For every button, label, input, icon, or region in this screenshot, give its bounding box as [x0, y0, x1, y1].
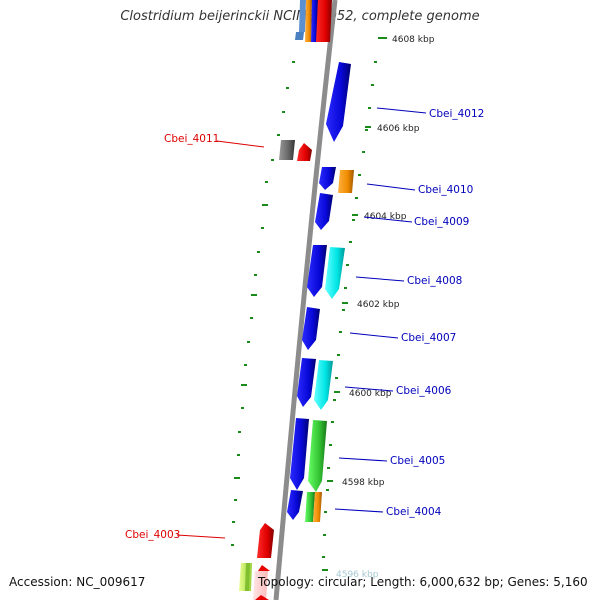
gene-label-cbei-4006[interactable]: Cbei_4006	[396, 385, 452, 397]
tick-label-4598: 4598 kbp	[342, 478, 385, 488]
leader-line-cbei-4012	[376, 107, 427, 114]
leader-line-cbei-4007	[349, 332, 399, 339]
gene-arrow-cbei-4005[interactable]	[290, 418, 327, 492]
leader-line-cbei-4011	[216, 140, 265, 148]
genome-backbone	[273, 0, 338, 600]
leader-line-cbei-4005	[338, 457, 388, 462]
gene-label-cbei-4011[interactable]: Cbei_4011	[164, 133, 219, 145]
gene-arrow-cbei-4004[interactable]	[287, 490, 322, 522]
gene-arrow-cbei-4009[interactable]	[315, 193, 333, 230]
gene-arrow-cbei-4008[interactable]	[307, 245, 345, 299]
gene-label-cbei-4005[interactable]: Cbei_4005	[390, 455, 445, 467]
accession-text: Accession: NC_009617	[9, 575, 146, 589]
gene-label-cbei-4007[interactable]: Cbei_4007	[401, 332, 456, 344]
gene-arrow-cbei-4006[interactable]	[297, 358, 333, 410]
leader-line-cbei-4009	[363, 216, 413, 223]
gene-arrow-cbei-4012[interactable]	[326, 62, 351, 142]
leader-line-cbei-4006	[344, 386, 394, 392]
gene-arrow-cbei-4010[interactable]	[319, 167, 354, 193]
gene-label-cbei-4004[interactable]: Cbei_4004	[386, 506, 442, 518]
tick-label-4604: 4604 kbp	[364, 212, 407, 222]
gene-label-cbei-4009[interactable]: Cbei_4009	[414, 216, 469, 228]
leader-line-cbei-4004	[334, 508, 384, 513]
tick-label-4596: 4596 kbp	[336, 570, 379, 580]
top-partial-genes	[295, 0, 332, 42]
gene-arrow-cbei-4003[interactable]	[257, 523, 274, 558]
tick-label-4600: 4600 kbp	[349, 389, 392, 399]
tick-label-4606: 4606 kbp	[377, 124, 420, 134]
outer-tick-track-right	[322, 37, 381, 558]
topology-text: Topology: circular; Length: 6,000,632 bp…	[258, 575, 588, 589]
gene-arrow-cbei-4007[interactable]	[302, 307, 320, 350]
leader-line-cbei-4010	[366, 183, 416, 191]
gene-label-cbei-4010[interactable]: Cbei_4010	[418, 184, 473, 196]
gene-label-cbei-4003[interactable]: Cbei_4003	[125, 529, 180, 541]
bottom-partial-genes	[239, 563, 270, 600]
kbp-ticks	[322, 37, 387, 571]
gene-label-cbei-4008[interactable]: Cbei_4008	[407, 275, 462, 287]
gene-label-cbei-4012[interactable]: Cbei_4012	[429, 108, 484, 120]
gene-arrow-cbei-4011[interactable]	[279, 140, 312, 161]
tick-label-4608: 4608 kbp	[392, 35, 435, 45]
tick-label-4602: 4602 kbp	[357, 300, 400, 310]
outer-tick-track-left	[231, 31, 302, 546]
leader-line-cbei-4003	[176, 534, 226, 539]
leader-line-cbei-4008	[355, 276, 405, 282]
